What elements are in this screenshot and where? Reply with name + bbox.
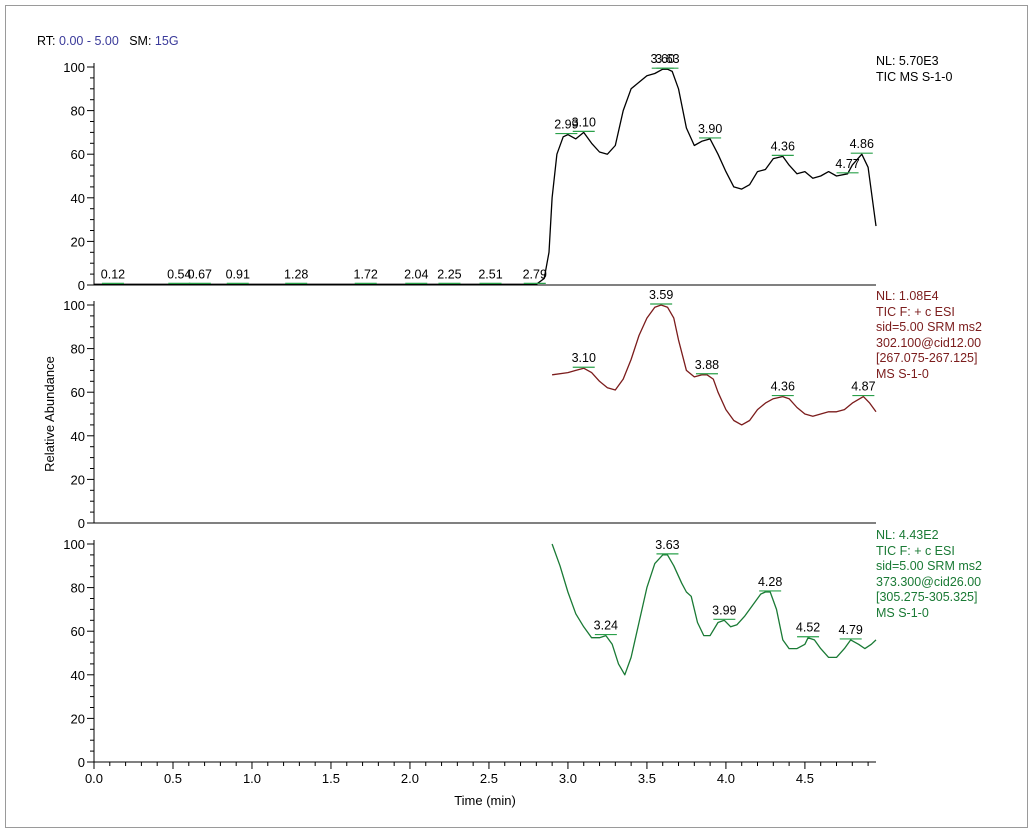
panel-info-line: NL: 5.70E3 xyxy=(876,54,939,68)
y-tick-label-panel-0: 40 xyxy=(71,191,85,206)
peak-label-panel-1: 4.87 xyxy=(851,380,875,394)
y-tick-label-panel-2: 20 xyxy=(71,711,85,726)
peak-label-panel-2: 3.24 xyxy=(594,619,618,633)
x-tick-label: 0.0 xyxy=(85,771,103,786)
peak-label-panel-1: 3.88 xyxy=(695,358,719,372)
peak-label-panel-0: 0.12 xyxy=(101,267,125,281)
y-tick-label-panel-2: 100 xyxy=(63,537,85,552)
rt-range-value: 0.00 - 5.00 xyxy=(59,34,119,48)
peak-label-panel-2: 4.52 xyxy=(796,621,820,635)
peak-label-panel-0: 2.51 xyxy=(478,267,502,281)
peak-label-panel-2: 4.79 xyxy=(839,623,863,637)
panel-info-top: NL: 5.70E3 TIC MS S-1-0 xyxy=(876,54,952,85)
y-tick-label-panel-2: 0 xyxy=(78,755,85,770)
panel-info-bottom: NL: 4.43E2 TIC F: + c ESI sid=5.00 SRM ms2… xyxy=(876,528,982,622)
chromatogram-header: RT: 0.00 - 5.00 SM: 15G xyxy=(37,34,179,48)
trace-line-panel-1 xyxy=(552,304,877,426)
peak-label-panel-0: 2.79 xyxy=(523,267,547,281)
peak-label-panel-0: 4.36 xyxy=(771,139,795,153)
y-tick-label-panel-1: 20 xyxy=(71,472,85,487)
x-tick-label: 1.5 xyxy=(322,771,340,786)
x-tick-label: 2.0 xyxy=(401,771,419,786)
peak-label-panel-0: 4.86 xyxy=(850,137,874,151)
panel-info-line: TIC MS S-1-0 xyxy=(876,69,953,84)
peak-label-panel-0: 2.99 xyxy=(554,118,578,132)
peak-label-panel-0: 2.25 xyxy=(437,267,461,281)
peak-label-panel-2: 3.99 xyxy=(712,603,736,617)
peak-label-panel-0: 3.90 xyxy=(698,122,722,136)
y-tick-label-panel-0: 0 xyxy=(78,278,85,293)
peak-label-panel-0: 3.10 xyxy=(572,115,596,129)
peak-label-panel-0: 2.04 xyxy=(404,267,428,281)
panel-info-line: TIC F: + c ESI xyxy=(876,543,955,558)
peak-label-panel-0: 3.60 xyxy=(651,52,675,66)
peak-label-panel-0: 0.54 xyxy=(167,267,191,281)
panel-info-line: [267.075-267.125] xyxy=(876,351,978,366)
panel-info-line: TIC F: + c ESI xyxy=(876,304,955,319)
x-tick-label: 4.5 xyxy=(796,771,814,786)
sm-label: SM: xyxy=(129,34,152,48)
x-tick-label: 2.5 xyxy=(480,771,498,786)
peak-label-panel-0: 0.91 xyxy=(226,267,250,281)
trace-line-panel-0 xyxy=(94,68,877,285)
chart-frame xyxy=(5,5,1028,828)
peak-label-panel-1: 4.36 xyxy=(771,380,795,394)
panel-info-line: MS S-1-0 xyxy=(876,366,929,381)
x-tick-label: 0.5 xyxy=(164,771,182,786)
panel-info-line: sid=5.00 SRM ms2 xyxy=(876,320,982,335)
peak-label-panel-0: 4.77 xyxy=(835,157,859,171)
y-tick-label-panel-2: 80 xyxy=(71,581,85,596)
trace-line-panel-2 xyxy=(551,543,877,676)
y-tick-label-panel-2: 60 xyxy=(71,624,85,639)
x-tick-label: 3.0 xyxy=(559,771,577,786)
peak-label-panel-0: 0.67 xyxy=(188,267,212,281)
panel-info-line: [305.275-305.325] xyxy=(876,590,978,605)
y-tick-label-panel-0: 20 xyxy=(71,234,85,249)
peak-label-panel-1: 3.59 xyxy=(649,288,673,302)
rt-label: RT: xyxy=(37,34,56,48)
panel-info-line: 302.100@cid12.00 xyxy=(876,335,982,350)
peak-label-panel-2: 4.28 xyxy=(758,575,782,589)
y-tick-label-panel-0: 80 xyxy=(71,104,85,119)
peak-label-panel-0: 3.63 xyxy=(655,52,679,66)
peak-label-panel-0: 1.28 xyxy=(284,267,308,281)
peak-label-panel-1: 3.10 xyxy=(572,351,596,365)
y-tick-label-panel-1: 100 xyxy=(63,298,85,313)
panel-info-line: NL: 4.43E2 xyxy=(876,528,939,542)
x-axis-label: Time (min) xyxy=(454,793,516,808)
panel-info-line: MS S-1-0 xyxy=(876,605,929,620)
peak-label-panel-2: 3.63 xyxy=(655,538,679,552)
y-tick-label-panel-2: 40 xyxy=(71,668,85,683)
panel-info-line: sid=5.00 SRM ms2 xyxy=(876,559,982,574)
y-tick-label-panel-1: 0 xyxy=(78,516,85,531)
y-axis-label: Relative Abundance xyxy=(42,356,57,472)
panel-info-line: 373.300@cid26.00 xyxy=(876,574,982,589)
y-tick-label-panel-1: 40 xyxy=(71,429,85,444)
y-tick-label-panel-1: 80 xyxy=(71,342,85,357)
panel-info-line: NL: 1.08E4 xyxy=(876,289,939,303)
x-tick-label: 4.0 xyxy=(717,771,735,786)
x-tick-label: 1.0 xyxy=(243,771,261,786)
x-tick-label: 3.5 xyxy=(638,771,656,786)
peak-label-panel-0: 1.72 xyxy=(354,267,378,281)
y-tick-label-panel-1: 60 xyxy=(71,385,85,400)
sm-value: 15G xyxy=(154,34,179,48)
y-tick-label-panel-0: 100 xyxy=(63,60,85,75)
y-tick-label-panel-0: 60 xyxy=(71,147,85,162)
panel-info-middle: NL: 1.08E4 TIC F: + c ESI sid=5.00 SRM ms2… xyxy=(876,289,982,383)
